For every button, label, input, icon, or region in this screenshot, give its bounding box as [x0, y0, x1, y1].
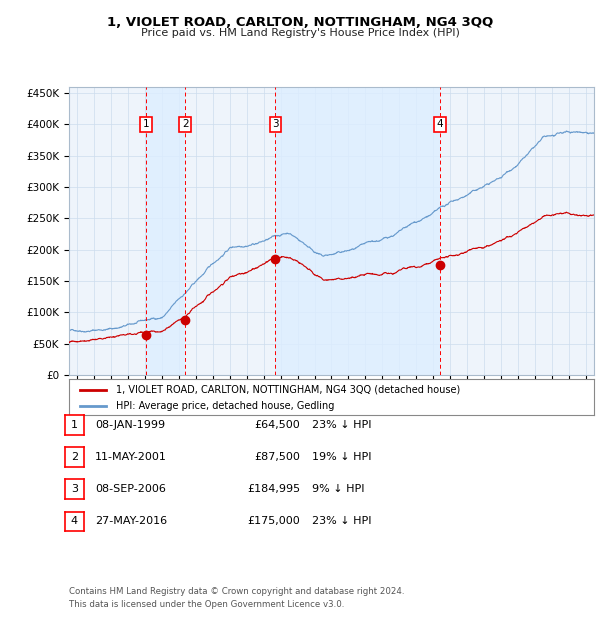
- Text: 1: 1: [142, 120, 149, 130]
- Text: 23% ↓ HPI: 23% ↓ HPI: [312, 420, 371, 430]
- Text: 3: 3: [272, 120, 279, 130]
- Text: 08-SEP-2006: 08-SEP-2006: [95, 484, 166, 494]
- Text: 27-MAY-2016: 27-MAY-2016: [95, 516, 167, 526]
- Text: 9% ↓ HPI: 9% ↓ HPI: [312, 484, 365, 494]
- Text: £184,995: £184,995: [247, 484, 300, 494]
- Text: 08-JAN-1999: 08-JAN-1999: [95, 420, 165, 430]
- Text: £175,000: £175,000: [247, 516, 300, 526]
- Text: Contains HM Land Registry data © Crown copyright and database right 2024.: Contains HM Land Registry data © Crown c…: [69, 587, 404, 596]
- Text: 11-MAY-2001: 11-MAY-2001: [95, 452, 167, 462]
- Bar: [275, 87, 440, 375]
- Text: 23% ↓ HPI: 23% ↓ HPI: [312, 516, 371, 526]
- Text: £64,500: £64,500: [254, 420, 300, 430]
- Text: 1, VIOLET ROAD, CARLTON, NOTTINGHAM, NG4 3QQ (detached house): 1, VIOLET ROAD, CARLTON, NOTTINGHAM, NG4…: [116, 384, 461, 394]
- Text: 1: 1: [71, 420, 78, 430]
- Text: 2: 2: [182, 120, 188, 130]
- Text: 4: 4: [437, 120, 443, 130]
- Text: This data is licensed under the Open Government Licence v3.0.: This data is licensed under the Open Gov…: [69, 600, 344, 609]
- Text: HPI: Average price, detached house, Gedling: HPI: Average price, detached house, Gedl…: [116, 401, 335, 412]
- Text: Price paid vs. HM Land Registry's House Price Index (HPI): Price paid vs. HM Land Registry's House …: [140, 28, 460, 38]
- Text: 4: 4: [71, 516, 78, 526]
- Bar: [146, 87, 185, 375]
- Text: £87,500: £87,500: [254, 452, 300, 462]
- Text: 19% ↓ HPI: 19% ↓ HPI: [312, 452, 371, 462]
- Text: 3: 3: [71, 484, 78, 494]
- Text: 2: 2: [71, 452, 78, 462]
- Text: 1, VIOLET ROAD, CARLTON, NOTTINGHAM, NG4 3QQ: 1, VIOLET ROAD, CARLTON, NOTTINGHAM, NG4…: [107, 16, 493, 29]
